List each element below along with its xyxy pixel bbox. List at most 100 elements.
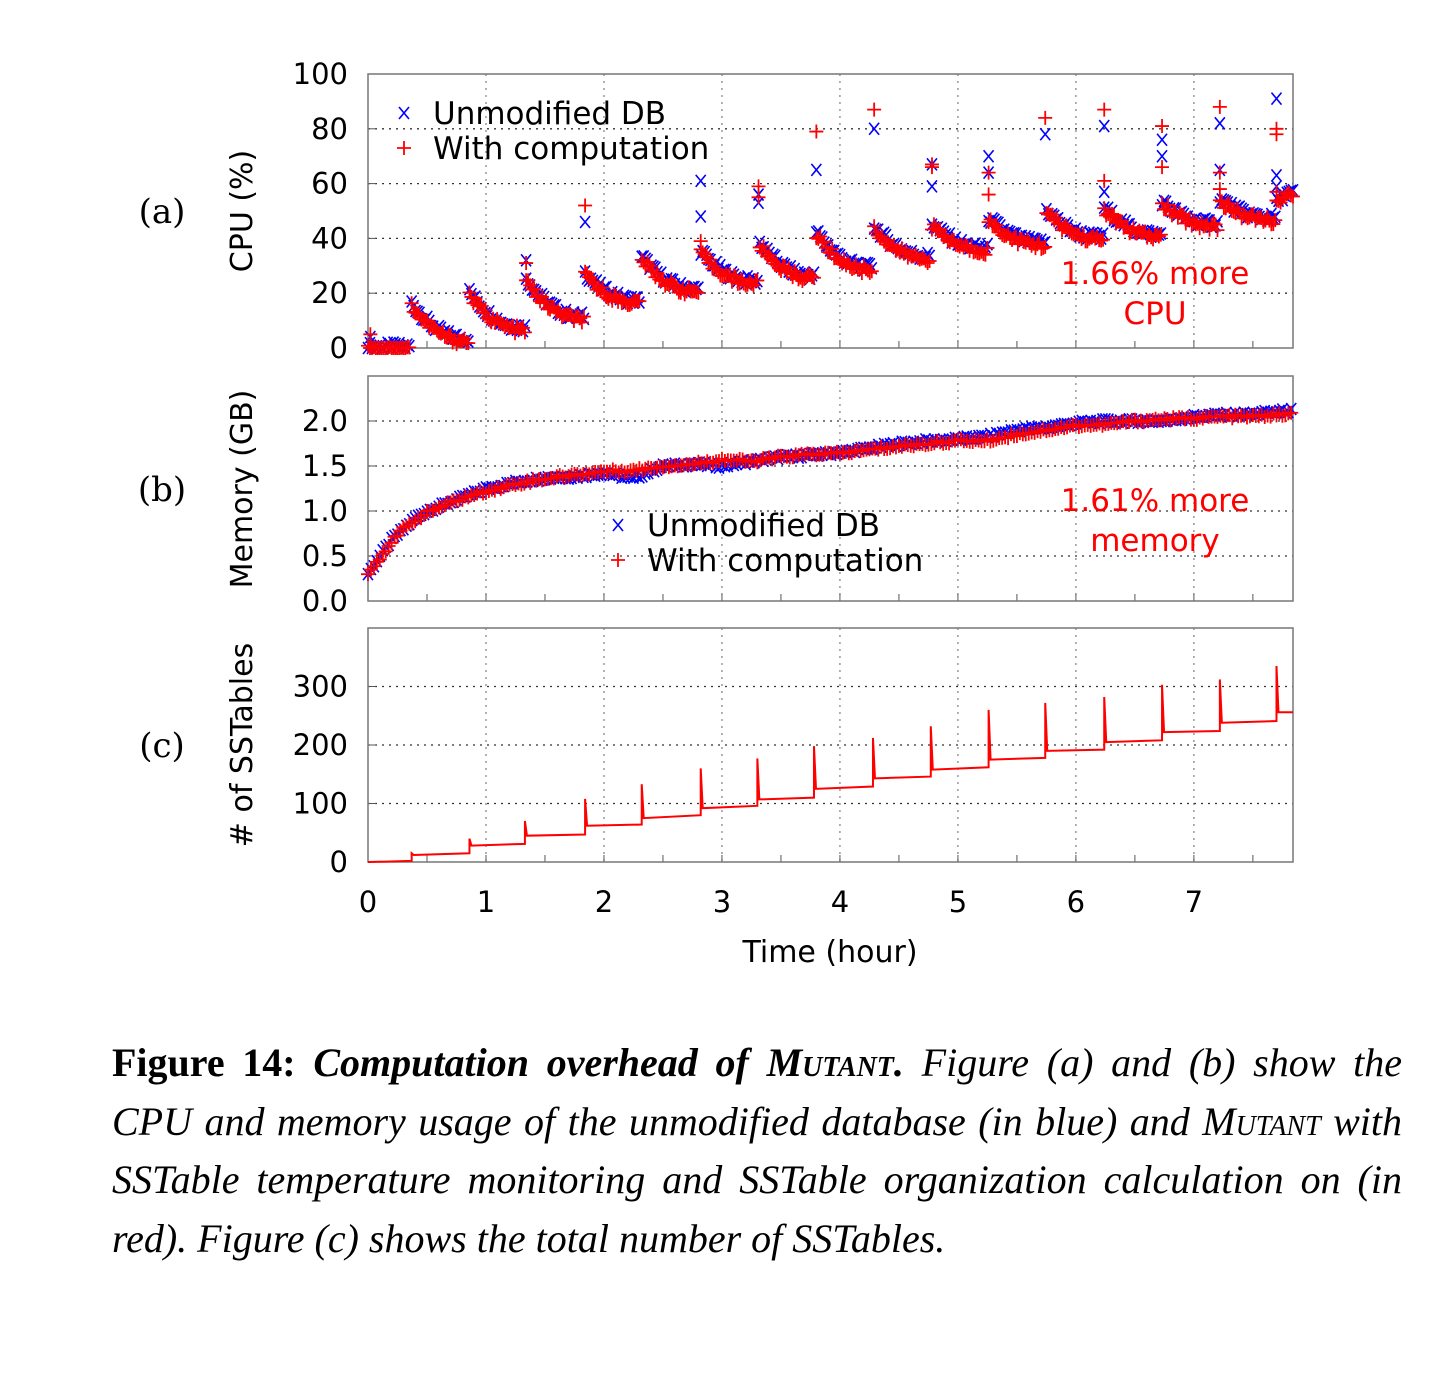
caption-text-2: with SSTable temperature monitoring and … — [112, 1098, 1403, 1261]
x-tick-label: 5 — [949, 885, 967, 919]
caption-title: Computation overhead of — [313, 1040, 749, 1085]
caption-label: Figure 14: — [112, 1040, 296, 1085]
data-point — [632, 294, 647, 309]
data-point — [806, 446, 821, 461]
legend-marker-with-computation — [397, 141, 411, 155]
data-point — [922, 253, 937, 268]
data-point — [1284, 405, 1299, 420]
outlier-point — [693, 234, 708, 249]
data-point — [443, 495, 458, 510]
data-point — [1263, 409, 1278, 424]
figure-caption: Figure 14: Computation overhead of Mutan… — [112, 1034, 1402, 1268]
data-point — [753, 453, 768, 468]
data-point — [1096, 232, 1111, 247]
data-point — [1151, 229, 1166, 244]
data-point — [384, 535, 399, 550]
data-point — [539, 293, 554, 308]
outlier-point — [1098, 119, 1110, 133]
data-point — [825, 241, 840, 256]
x-tick-label: 6 — [1067, 885, 1085, 919]
data-point — [1004, 427, 1019, 442]
data-point — [461, 490, 476, 505]
data-point — [706, 455, 721, 470]
outlier-point — [519, 256, 534, 271]
outlier-point — [868, 122, 880, 136]
data-point — [1268, 213, 1283, 228]
legend-label-with-computation: With computation — [647, 543, 923, 579]
data-point — [595, 280, 610, 295]
data-point — [478, 485, 493, 500]
outlier-point — [1156, 149, 1168, 163]
data-point — [765, 452, 780, 467]
outlier-point — [1269, 127, 1284, 142]
y-tick-label: 300 — [293, 670, 348, 704]
caption-text-1: Figure (a) and (b) show the CPU and memo… — [112, 1040, 1403, 1144]
data-point — [620, 465, 635, 480]
data-point — [381, 539, 396, 554]
data-point — [387, 529, 402, 544]
data-point — [527, 281, 542, 296]
data-point — [437, 498, 452, 513]
data-point — [478, 303, 493, 318]
data-point — [1083, 418, 1098, 433]
outlier-point — [1038, 110, 1053, 125]
outlier-point — [926, 179, 938, 193]
outlier-point — [695, 174, 707, 188]
data-point — [806, 270, 821, 285]
outlier-point — [924, 160, 939, 175]
data-point — [1208, 217, 1223, 232]
data-point — [1220, 196, 1235, 211]
legend-marker-unmodified — [612, 518, 624, 532]
data-point — [1045, 423, 1060, 438]
data-point — [750, 273, 765, 288]
data-point — [735, 452, 750, 467]
data-point — [1219, 409, 1234, 424]
data-point — [768, 450, 783, 465]
data-point — [1153, 227, 1168, 242]
data-point — [428, 501, 443, 516]
data-point — [1210, 223, 1225, 238]
x-axis-label: Time (hour) — [741, 935, 917, 970]
data-point — [932, 222, 947, 237]
x-tick-label: 7 — [1185, 885, 1203, 919]
data-point — [1160, 197, 1175, 212]
outlier-point — [1212, 165, 1227, 180]
data-point — [396, 520, 411, 535]
data-point — [1060, 420, 1075, 435]
y-tick-label: 60 — [311, 167, 348, 201]
data-point — [815, 448, 830, 463]
data-point — [1027, 425, 1042, 440]
data-point — [1239, 410, 1254, 425]
y-tick-label: 1.0 — [302, 494, 348, 528]
caption-title-name: Mutant. — [766, 1040, 904, 1085]
y-tick-label: 20 — [311, 276, 348, 310]
outlier-point — [1212, 99, 1227, 114]
data-point — [817, 234, 832, 249]
legend-marker-with-computation — [611, 553, 625, 567]
data-point — [574, 315, 589, 330]
data-point — [691, 285, 706, 300]
data-point — [408, 514, 423, 529]
data-point — [930, 433, 945, 448]
data-point — [781, 261, 796, 276]
y-axis-label: CPU (%) — [225, 150, 260, 272]
outlier-point — [578, 198, 593, 213]
outlier-point — [1097, 173, 1112, 188]
x-tick-label: 0 — [359, 885, 377, 919]
y-tick-label: 40 — [311, 221, 348, 255]
annotation-line-1: 1.61% more — [1061, 483, 1250, 519]
series-with-computation — [361, 405, 1299, 582]
data-point — [714, 451, 729, 466]
data-point — [785, 450, 800, 465]
data-point — [496, 480, 511, 495]
data-point — [650, 266, 665, 281]
plot-frame — [367, 627, 1294, 863]
y-tick-label: 0.0 — [302, 584, 348, 618]
outlier-point — [1039, 127, 1051, 141]
outlier-point — [1212, 182, 1227, 197]
data-point — [369, 554, 384, 569]
data-point — [458, 489, 473, 504]
plot-frame — [367, 73, 1294, 349]
